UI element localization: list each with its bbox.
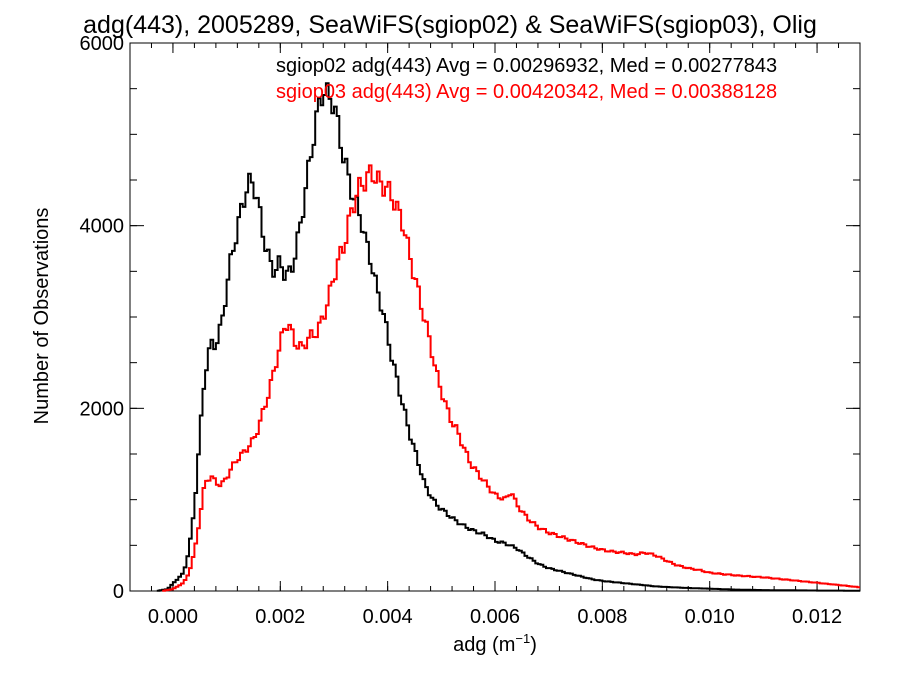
y-tick-label: 0 xyxy=(113,581,124,603)
y-tick-label: 4000 xyxy=(80,216,125,238)
annotation-sgiop02: sgiop02 adg(443) Avg = 0.00296932, Med =… xyxy=(276,55,777,77)
series-line-sgiop03 xyxy=(162,164,860,592)
y-tick-label: 2000 xyxy=(80,398,125,420)
series-line-sgiop02 xyxy=(156,82,860,592)
tick-labels: 0.000 0.002 0.004 0.006 0.008 0.010 0.012 0 2000… xyxy=(80,33,843,628)
y-tick-label: 6000 xyxy=(80,33,125,55)
annotation-sgiop03: sgiop03 adg(443) Avg = 0.00420342, Med =… xyxy=(276,81,777,103)
x-tick-label: 0.010 xyxy=(685,606,735,628)
series-lines xyxy=(156,82,860,592)
legend-annotations: sgiop02 adg(443) Avg = 0.00296932, Med =… xyxy=(276,55,777,103)
x-tick-label: 0.008 xyxy=(577,606,627,628)
axis-ticks xyxy=(129,42,861,592)
chart-title: adg(443), 2005289, SeaWiFS(sgiop02) & Se… xyxy=(83,11,817,39)
x-tick-label: 0.002 xyxy=(255,606,305,628)
x-tick-label: 0.000 xyxy=(148,606,198,628)
x-axis-label: adg (m−1) xyxy=(453,631,537,656)
plot-frame xyxy=(129,42,861,592)
x-tick-label: 0.004 xyxy=(363,606,413,628)
x-tick-label: 0.012 xyxy=(792,606,842,628)
y-axis-label: Number of Observations xyxy=(31,208,53,425)
x-tick-label: 0.006 xyxy=(470,606,520,628)
